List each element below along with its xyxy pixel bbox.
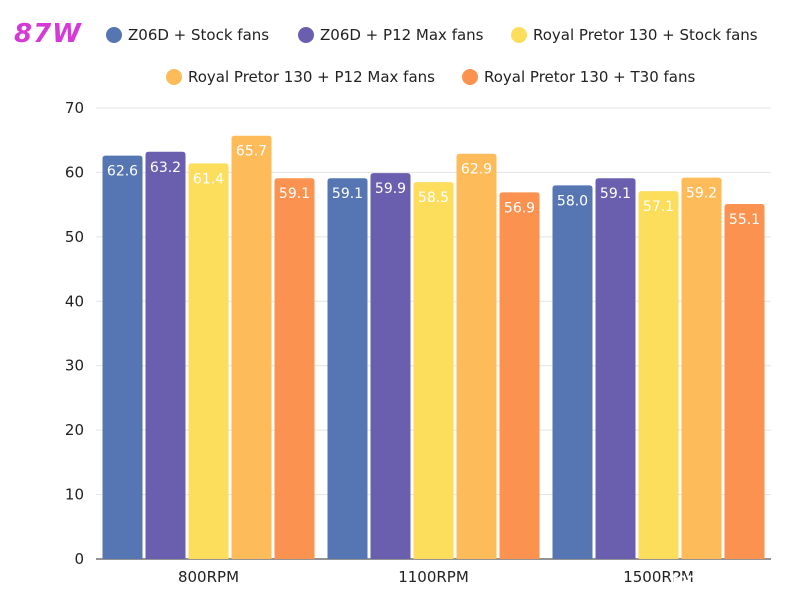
- legend-swatch-1: [298, 27, 314, 43]
- x-tick-label: 800RPM: [178, 568, 239, 586]
- data-label: 57.1: [643, 199, 674, 215]
- legend-item-4: Royal Pretor 130 + T30 fans: [462, 68, 696, 86]
- bar: [413, 182, 454, 560]
- data-label: 62.9: [461, 162, 492, 178]
- legend-swatch-0: [106, 27, 122, 43]
- data-label: 65.7: [236, 144, 267, 160]
- legend-label-4: Royal Pretor 130 + T30 fans: [484, 68, 696, 86]
- legend-label-0: Z06D + Stock fans: [128, 26, 269, 44]
- bar: [724, 203, 765, 559]
- watermark: forum.onliner.by: [672, 572, 794, 587]
- data-label: 55.1: [729, 212, 760, 228]
- data-label: 59.1: [600, 186, 631, 202]
- legend-item-3: Royal Pretor 130 + P12 Max fans: [166, 68, 435, 86]
- bar: [102, 155, 143, 560]
- x-tick-label: 1100RPM: [398, 568, 469, 586]
- legend-swatch-3: [166, 69, 182, 85]
- y-axis: 0 10 20 30 40 50 60 70: [65, 99, 84, 568]
- legend-swatch-2: [511, 27, 527, 43]
- y-tick-label: 40: [65, 292, 84, 310]
- data-label: 59.9: [375, 181, 406, 197]
- bar: [327, 178, 368, 559]
- legend-item-0: Z06D + Stock fans: [106, 26, 269, 44]
- data-label: 59.2: [686, 186, 717, 202]
- y-tick-label: 10: [65, 486, 84, 504]
- y-tick-label: 60: [65, 163, 84, 181]
- legend: Z06D + Stock fans Z06D + P12 Max fans Ro…: [106, 26, 758, 86]
- bars: 62.6 63.2 61.4 65.7 59.1 59.1 59.9 58.5 62.9 56.9…: [102, 135, 765, 560]
- y-tick-label: 70: [65, 99, 84, 117]
- x-axis: 800RPM 1100RPM 1500RPM: [178, 568, 694, 586]
- data-label: 59.1: [332, 186, 363, 202]
- legend-swatch-4: [462, 69, 478, 85]
- legend-label-2: Royal Pretor 130 + Stock fans: [533, 26, 758, 44]
- data-label: 56.9: [504, 200, 535, 216]
- bar: [681, 177, 722, 559]
- y-tick-label: 0: [74, 550, 84, 568]
- data-label: 61.4: [193, 171, 224, 187]
- legend-item-1: Z06D + P12 Max fans: [298, 26, 484, 44]
- y-tick-label: 30: [65, 357, 84, 375]
- legend-label-3: Royal Pretor 130 + P12 Max fans: [188, 68, 435, 86]
- bar: [274, 178, 315, 559]
- bar: [499, 192, 540, 559]
- badge-87w: 87W: [14, 19, 82, 49]
- bar: [456, 153, 497, 559]
- x-tick-label: 1500RPM: [623, 568, 694, 586]
- data-label: 58.0: [557, 193, 588, 209]
- data-label: 59.1: [279, 186, 310, 202]
- bar: [370, 173, 411, 559]
- data-label: 58.5: [418, 190, 449, 206]
- bar: [145, 151, 186, 559]
- bar: [188, 163, 229, 559]
- bar: [595, 178, 636, 559]
- legend-item-2: Royal Pretor 130 + Stock fans: [511, 26, 758, 44]
- data-label: 63.2: [150, 160, 181, 176]
- bar: [231, 135, 272, 559]
- y-tick-label: 20: [65, 421, 84, 439]
- bar: [552, 185, 593, 560]
- bar: [638, 191, 679, 559]
- y-tick-label: 50: [65, 228, 84, 246]
- legend-label-1: Z06D + P12 Max fans: [320, 26, 484, 44]
- data-label: 62.6: [107, 164, 138, 180]
